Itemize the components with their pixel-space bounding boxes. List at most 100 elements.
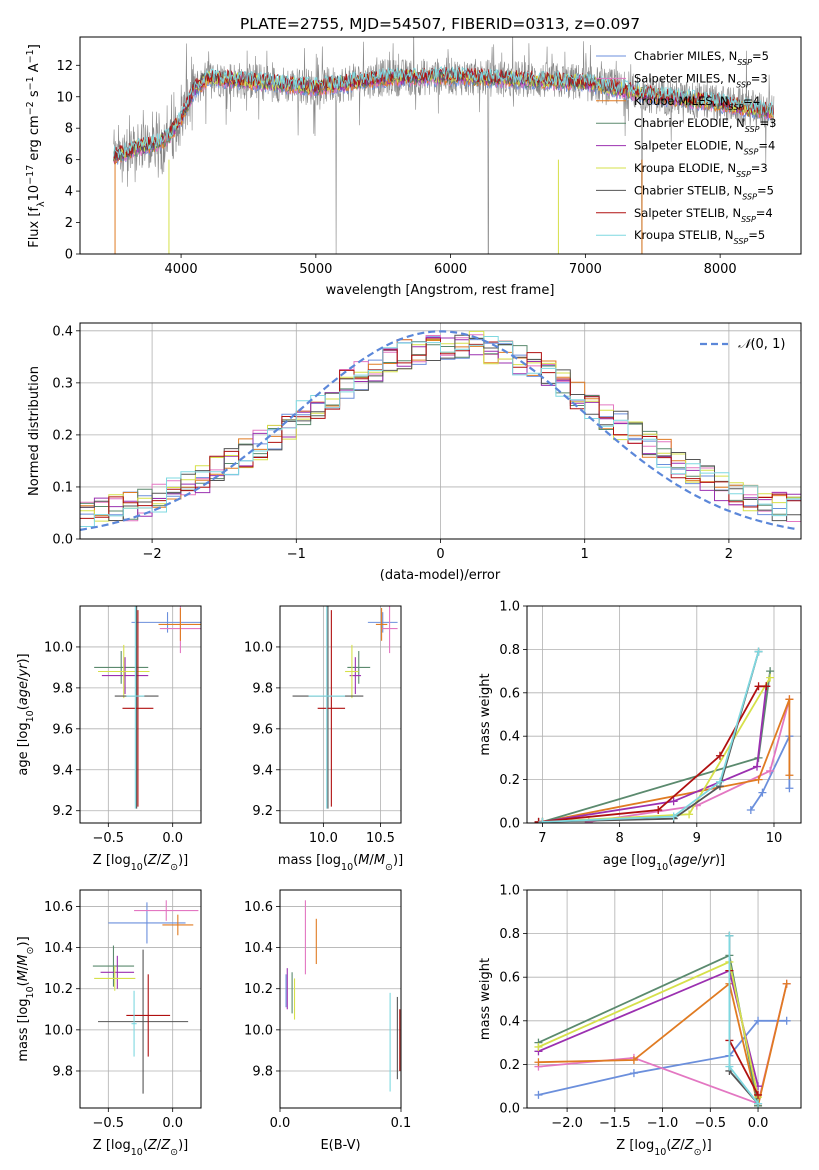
mass-age-ytick-label: 9.4 xyxy=(252,763,273,778)
Z-weight-xtick-label: 0.0 xyxy=(748,1116,769,1131)
Z-mass-plot-area xyxy=(92,900,199,1094)
Z-age-ytick-label: 9.2 xyxy=(52,804,73,819)
spectrum-ytick-label: 8 xyxy=(65,122,73,137)
spectrum-plot-area xyxy=(113,37,775,254)
Z-weight-ytick-label: 0.0 xyxy=(499,1102,520,1117)
legend-label: Kroupa MILES, NSSP=4 xyxy=(634,94,760,112)
residuals-xtick-label: −1 xyxy=(287,547,306,562)
age-weight-marker xyxy=(785,695,794,704)
age-weight-axes: 7 8 9 10 0.0 0.2 0.4 0.6 0.8 1.0 xyxy=(499,600,801,846)
Z-weight-ytick-label: 0.4 xyxy=(499,1014,520,1029)
residuals-ytick-label: 0.3 xyxy=(52,376,73,391)
Z-age-xtick-label: 0.0 xyxy=(162,831,183,846)
EBV-mass-ytick-label: 9.8 xyxy=(252,1064,273,1079)
age-weight-marker xyxy=(766,766,775,775)
age-weight-marker xyxy=(538,817,547,823)
mass-age-ytick-label: 9.2 xyxy=(252,804,273,819)
Z-weight-ytick-label: 0.2 xyxy=(499,1058,520,1073)
EBV-mass-plot-area xyxy=(285,900,401,1092)
age-weight-marker xyxy=(654,805,663,814)
Z-mass-ytick-label: 10.2 xyxy=(44,982,73,997)
EBV-mass-xlabel: E(B-V) xyxy=(320,1138,360,1153)
residuals-axes: −2 −1 0 1 2 0.0 0.1 0.2 0.3 0.4 xyxy=(52,323,801,562)
Z-mass-xtick-label: 0.0 xyxy=(162,1116,183,1131)
mass-age-xtick-label: 10.0 xyxy=(309,831,338,846)
age-weight-series-salpeter-miles xyxy=(588,699,791,823)
age-weight-marker xyxy=(766,673,775,682)
Z-weight-ylabel: mass weight xyxy=(478,958,493,1040)
age-weight-marker xyxy=(754,775,763,784)
Z-mass-ylabel: mass [log10(M/M⊙)] xyxy=(16,936,36,1061)
Z-weight-ytick-label: 0.8 xyxy=(499,927,520,942)
legend-label: Chabrier MILES, NSSP=5 xyxy=(634,49,769,67)
age-weight-ytick-label: 0.4 xyxy=(499,730,520,745)
age-weight-marker xyxy=(746,805,755,814)
spectrum-ytick-label: 6 xyxy=(65,153,73,168)
Z-weight-xtick-label: −0.5 xyxy=(695,1116,727,1131)
Z-weight-frame xyxy=(526,889,802,1109)
mass-age-xtick-label: 10.5 xyxy=(366,831,395,846)
spectrum-ytick-label: 0 xyxy=(65,248,73,263)
residuals-ytick-label: 0.0 xyxy=(52,533,73,548)
spectrum-xtick-label: 8000 xyxy=(704,262,737,277)
residuals-xtick-label: 0 xyxy=(436,547,444,562)
EBV-mass-ytick-label: 10.2 xyxy=(244,982,273,997)
Z-weight-ytick-label: 0.6 xyxy=(499,971,520,986)
age-weight-marker xyxy=(715,751,724,760)
Z-mass-axes: −0.5 0.0 9.8 10.0 10.2 10.4 10.6 xyxy=(44,890,201,1131)
age-weight-series-salpeter-elodie xyxy=(542,686,768,823)
residuals-legend-label: 𝒩(0, 1) xyxy=(738,337,785,352)
EBV-mass-frame xyxy=(279,889,402,1109)
spectrum-axes: 4000 5000 6000 7000 8000 0 2 4 6 8 10 12 xyxy=(56,59,736,277)
residuals-xtick-label: 1 xyxy=(581,547,589,562)
EBV-mass-xtick-label: 0.0 xyxy=(270,1116,291,1131)
Z-age-frame xyxy=(79,605,202,824)
EBV-mass-xtick-label: 0.1 xyxy=(391,1116,412,1131)
Z-weight-xtick-label: −2.0 xyxy=(551,1116,583,1131)
spectrum-ytick-label: 10 xyxy=(56,90,73,105)
age-weight-series-salpeter-stelib xyxy=(538,685,767,823)
age-weight-xtick-label: 8 xyxy=(615,831,623,846)
Z-weight-marker xyxy=(725,931,734,940)
residuals-xtick-label: 2 xyxy=(725,547,733,562)
age-weight-marker xyxy=(754,647,763,656)
legend-label: Chabrier ELODIE, NSSP=3 xyxy=(634,116,776,134)
Z-age-ytick-label: 9.6 xyxy=(52,722,73,737)
gaussian-curve xyxy=(80,330,799,531)
Z-weight-marker xyxy=(629,1056,638,1065)
Z-weight-marker xyxy=(754,1090,763,1099)
age-weight-marker xyxy=(669,812,678,821)
Z-mass-ytick-label: 10.4 xyxy=(44,941,73,956)
Z-age-ytick-label: 9.4 xyxy=(52,763,73,778)
Z-age-xlabel: Z [log10(Z/Z⊙)] xyxy=(93,853,188,873)
Z-age-plot-area xyxy=(94,606,201,809)
legend-label: Kroupa ELODIE, NSSP=3 xyxy=(634,161,768,179)
Z-weight-marker xyxy=(629,1069,638,1078)
mass-age-axes: 10.0 10.5 9.2 9.4 9.6 9.8 10.0 xyxy=(244,606,401,846)
EBV-mass-ytick-label: 10.4 xyxy=(244,941,273,956)
Z-mass-ytick-label: 10.6 xyxy=(44,900,73,915)
Z-weight-marker xyxy=(534,1042,543,1051)
age-weight-ylabel: mass weight xyxy=(478,673,493,755)
residual-hist-kroupa-stelib xyxy=(80,336,801,527)
residuals-ytick-label: 0.4 xyxy=(52,324,73,339)
Z-weight-series-kroupa-elodie xyxy=(538,960,759,1098)
spectrum-ytick-label: 4 xyxy=(65,185,73,200)
age-weight-frame xyxy=(526,605,802,824)
figure-title: PLATE=2755, MJD=54507, FIBERID=0313, z=0… xyxy=(240,15,640,33)
age-weight-series-kroupa-miles xyxy=(542,698,791,823)
Z-weight-xtick-label: −1.0 xyxy=(647,1116,679,1131)
Z-mass-xlabel: Z [log10(Z/Z⊙)] xyxy=(93,1138,188,1158)
legend-label: Salpeter ELODIE, NSSP=4 xyxy=(634,139,775,157)
spectrum-legend: Chabrier MILES, NSSP=5 Salpeter MILES, NS… xyxy=(596,49,776,246)
age-weight-marker xyxy=(715,777,724,786)
spectrum-ytick-label: 12 xyxy=(56,59,73,74)
Z-weight-xtick-label: −1.5 xyxy=(599,1116,631,1131)
EBV-mass-axes: 0.0 0.1 9.8 10.0 10.2 10.4 10.6 xyxy=(244,890,411,1131)
age-weight-marker xyxy=(754,682,763,691)
residuals-frame xyxy=(79,322,802,540)
age-weight-ytick-label: 0.2 xyxy=(499,773,520,788)
age-weight-marker xyxy=(785,784,794,793)
legend-label: Salpeter MILES, NSSP=3 xyxy=(634,71,768,89)
